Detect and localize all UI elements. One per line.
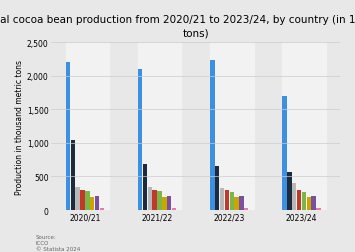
Bar (138, 70, 142, 210)
Bar (225, 191, 229, 210)
Bar (162, 197, 166, 210)
Y-axis label: Production in thousand metric tons: Production in thousand metric tons (15, 59, 24, 194)
Bar (71, 140, 75, 210)
Bar (172, 208, 176, 210)
Bar (234, 197, 239, 210)
Bar (311, 196, 316, 210)
Bar (143, 165, 147, 210)
Bar (302, 192, 306, 210)
Bar (80, 191, 85, 210)
Bar (292, 183, 296, 210)
Bar (95, 196, 99, 210)
Bar (66, 63, 70, 210)
Bar (153, 191, 157, 210)
Bar (220, 188, 224, 210)
Bar (90, 197, 94, 210)
Bar (210, 43, 253, 210)
Bar (148, 187, 152, 210)
Bar (157, 192, 162, 210)
Bar (306, 198, 311, 210)
Bar (210, 61, 215, 210)
Bar (282, 97, 287, 210)
Title: Global cocoa bean production from 2020/21 to 2023/24, by country (in 1,000 metri: Global cocoa bean production from 2020/2… (0, 15, 355, 38)
Bar (282, 43, 326, 210)
Bar (230, 192, 234, 210)
Bar (215, 166, 219, 210)
Bar (85, 192, 89, 210)
Bar (167, 196, 171, 210)
Bar (100, 208, 104, 210)
Bar (138, 43, 181, 210)
Bar (316, 208, 321, 210)
Bar (244, 208, 248, 210)
Text: Source:
ICCO
© Statista 2024: Source: ICCO © Statista 2024 (36, 234, 80, 251)
Bar (239, 196, 244, 210)
Bar (287, 172, 291, 210)
Bar (297, 191, 301, 210)
Bar (66, 43, 109, 210)
Bar (76, 187, 80, 210)
